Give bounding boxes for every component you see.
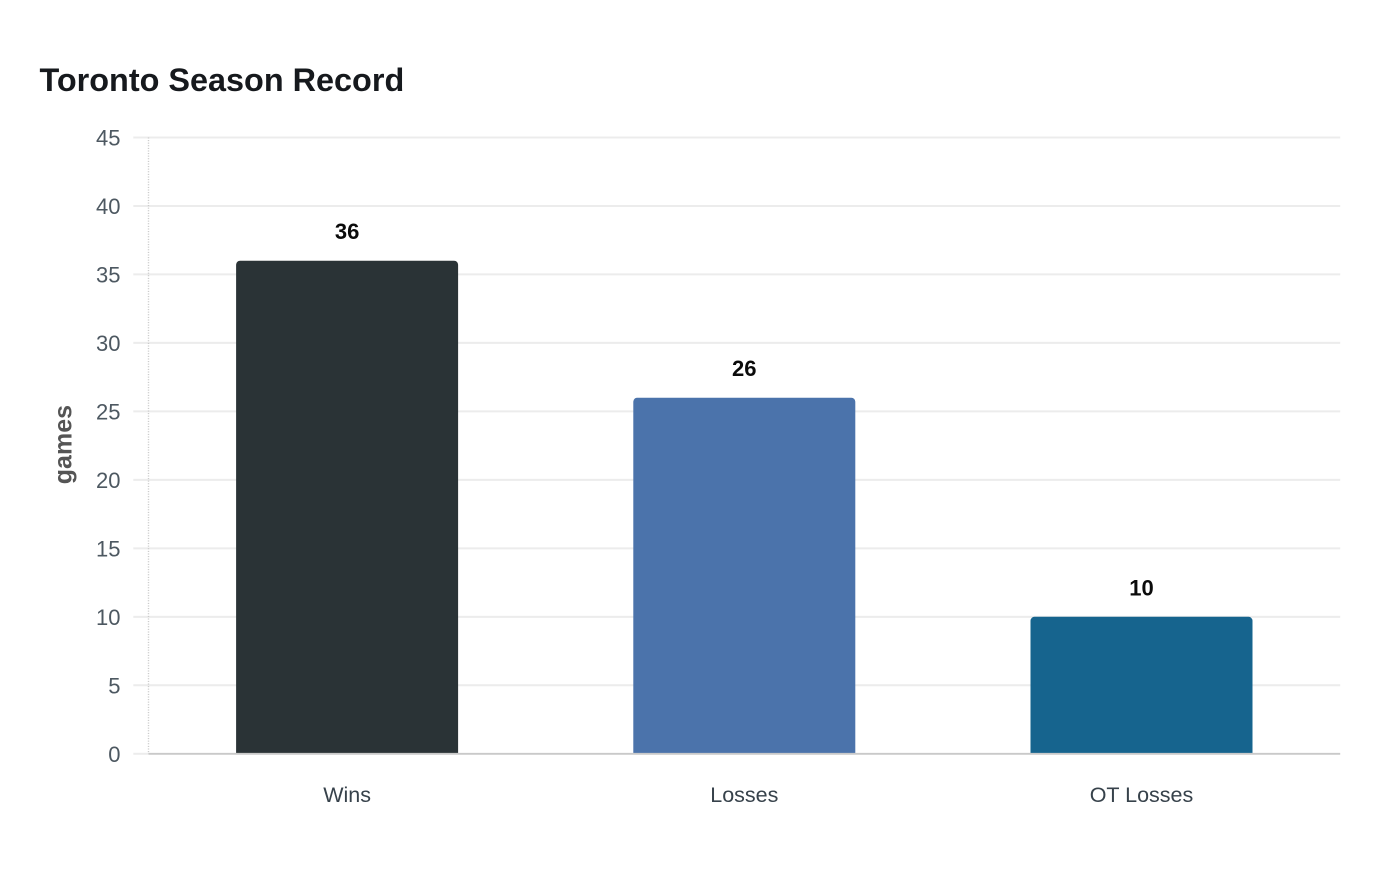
svg-text:36: 36 bbox=[335, 219, 359, 244]
svg-text:0: 0 bbox=[108, 742, 120, 767]
svg-text:26: 26 bbox=[732, 356, 756, 381]
svg-text:40: 40 bbox=[96, 194, 120, 219]
svg-text:Toronto Season Record: Toronto Season Record bbox=[40, 62, 405, 98]
svg-text:10: 10 bbox=[96, 605, 120, 630]
svg-text:15: 15 bbox=[96, 537, 120, 562]
svg-text:35: 35 bbox=[96, 263, 120, 288]
svg-text:25: 25 bbox=[96, 400, 120, 425]
svg-text:Wins: Wins bbox=[323, 783, 371, 807]
svg-text:45: 45 bbox=[96, 126, 120, 151]
svg-text:30: 30 bbox=[96, 331, 120, 356]
svg-text:Losses: Losses bbox=[710, 783, 778, 807]
svg-text:games: games bbox=[50, 405, 78, 484]
svg-text:5: 5 bbox=[108, 673, 120, 698]
svg-text:10: 10 bbox=[1129, 575, 1153, 600]
svg-text:OT Losses: OT Losses bbox=[1090, 783, 1194, 807]
svg-text:20: 20 bbox=[96, 468, 120, 493]
